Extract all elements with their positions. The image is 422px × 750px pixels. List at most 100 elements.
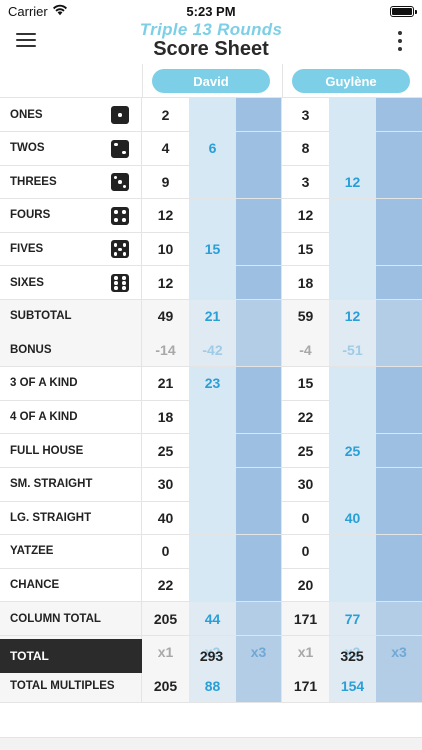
score-cell-david-round-2[interactable] — [189, 266, 236, 299]
score-cell-guylene-round-3[interactable] — [376, 165, 422, 199]
score-cell-guylene-round-2[interactable] — [329, 568, 376, 602]
score-cell-david-round-1[interactable]: 205 — [153, 677, 178, 694]
score-cell-david-round-2[interactable]: 23 — [189, 366, 236, 400]
player-tab-guylene[interactable]: Guylène — [292, 69, 410, 93]
score-cell-guylene-round-1[interactable]: 3 — [301, 173, 310, 190]
score-cell-guylene-round-1[interactable]: 59 — [297, 308, 314, 325]
score-cell-guylene-round-2[interactable]: 12 — [329, 165, 376, 199]
score-cell-david-round-3[interactable] — [236, 366, 282, 400]
hamburger-menu-icon[interactable] — [14, 30, 38, 50]
score-cell-guylene-round-1[interactable]: 0 — [301, 509, 310, 526]
score-cell-guylene-round-3[interactable] — [376, 232, 422, 266]
score-cell-guylene-round-1[interactable]: 15 — [297, 375, 314, 392]
score-cell-guylene-round-1[interactable]: 20 — [297, 576, 314, 593]
score-cell-david-round-1[interactable]: -14 — [155, 341, 176, 358]
score-cell-david-round-3[interactable] — [236, 434, 282, 467]
score-cell-guylene-round-2[interactable] — [329, 534, 376, 568]
score-cell-guylene-round-1[interactable]: 8 — [301, 140, 310, 157]
score-cell-david-round-2[interactable] — [189, 568, 236, 602]
score-cell-david-round-1[interactable]: 0 — [161, 543, 170, 560]
score-cell-david-round-3[interactable] — [236, 568, 282, 602]
score-cell-david-round-3[interactable] — [236, 232, 282, 266]
score-cell-david-round-2[interactable] — [189, 198, 236, 232]
score-cell-guylene-round-3[interactable] — [376, 98, 422, 131]
score-cell-david-round-2[interactable]: -42 — [189, 333, 236, 367]
score-cell-guylene-round-1[interactable]: 171 — [293, 610, 318, 627]
score-cell-david-round-2[interactable] — [189, 501, 236, 535]
score-cell-david-round-2[interactable] — [189, 165, 236, 199]
score-cell-guylene-round-1[interactable]: 18 — [297, 274, 314, 291]
score-cell-david-round-1[interactable]: 40 — [157, 509, 174, 526]
score-cell-david-round-2[interactable]: 15 — [189, 232, 236, 266]
score-cell-david-round-1[interactable]: 49 — [157, 308, 174, 325]
score-cell-guylene-round-3[interactable] — [376, 333, 422, 367]
score-cell-guylene-round-2[interactable]: 77 — [329, 602, 376, 635]
score-cell-david-round-3[interactable] — [236, 400, 282, 434]
score-cell-guylene-round-3[interactable] — [376, 198, 422, 232]
score-cell-david-round-1[interactable]: 22 — [157, 576, 174, 593]
more-options-icon[interactable] — [390, 28, 410, 54]
score-cell-guylene-round-3[interactable] — [376, 131, 422, 165]
player-tab-david[interactable]: David — [152, 69, 270, 93]
score-cell-david-round-3[interactable] — [236, 98, 282, 131]
score-cell-david-round-2[interactable]: 21 — [189, 299, 236, 333]
score-cell-guylene-round-3[interactable] — [376, 299, 422, 333]
score-cell-guylene-round-2[interactable] — [329, 131, 376, 165]
score-cell-guylene-round-2[interactable] — [329, 232, 376, 266]
score-cell-guylene-round-2[interactable]: 40 — [329, 501, 376, 535]
score-cell-david-round-2[interactable] — [189, 98, 236, 131]
score-cell-guylene-round-1[interactable]: 15 — [297, 240, 314, 257]
score-cell-guylene-round-3[interactable] — [376, 467, 422, 501]
score-cell-guylene-round-3[interactable] — [376, 434, 422, 467]
score-cell-guylene-round-3[interactable] — [376, 266, 422, 299]
score-cell-david-round-2[interactable]: 44 — [189, 602, 236, 635]
score-cell-david-round-1[interactable]: 4 — [161, 140, 170, 157]
score-cell-david-round-3[interactable] — [236, 131, 282, 165]
score-cell-guylene-round-2[interactable]: 12 — [329, 299, 376, 333]
score-cell-david-round-3[interactable] — [236, 266, 282, 299]
score-cell-david-round-3[interactable] — [236, 333, 282, 367]
score-cell-guylene-round-1[interactable]: 171 — [293, 677, 318, 694]
score-cell-david-round-1[interactable]: 12 — [157, 274, 174, 291]
score-cell-guylene-round-2[interactable]: 154 — [329, 669, 376, 703]
score-cell-david-round-2[interactable] — [189, 534, 236, 568]
score-cell-guylene-round-3[interactable] — [376, 568, 422, 602]
score-cell-guylene-round-3[interactable] — [376, 669, 422, 703]
score-cell-david-round-3[interactable] — [236, 501, 282, 535]
score-cell-guylene-round-2[interactable] — [329, 467, 376, 501]
score-cell-guylene-round-3[interactable] — [376, 501, 422, 535]
score-cell-david-round-1[interactable]: 12 — [157, 207, 174, 224]
score-cell-david-round-3[interactable] — [236, 467, 282, 501]
score-cell-david-round-1[interactable]: 2 — [161, 106, 170, 123]
score-cell-guylene-round-3[interactable] — [376, 366, 422, 400]
score-cell-david-round-3[interactable] — [236, 602, 282, 635]
score-cell-guylene-round-2[interactable] — [329, 98, 376, 131]
score-cell-david-round-3[interactable] — [236, 534, 282, 568]
score-cell-david-round-2[interactable] — [189, 400, 236, 434]
score-cell-guylene-round-2[interactable]: 25 — [329, 434, 376, 467]
score-cell-guylene-round-1[interactable]: 30 — [297, 476, 314, 493]
score-cell-david-round-2[interactable] — [189, 467, 236, 501]
score-cell-david-round-3[interactable] — [236, 165, 282, 199]
score-cell-david-round-3[interactable] — [236, 299, 282, 333]
score-cell-david-round-2[interactable] — [189, 434, 236, 467]
score-cell-guylene-round-1[interactable]: 12 — [297, 207, 314, 224]
score-cell-david-round-1[interactable]: 18 — [157, 408, 174, 425]
score-cell-guylene-round-1[interactable]: 22 — [297, 408, 314, 425]
score-cell-guylene-round-3[interactable] — [376, 400, 422, 434]
score-cell-david-round-1[interactable]: 10 — [157, 240, 174, 257]
score-cell-guylene-round-2[interactable] — [329, 400, 376, 434]
score-cell-guylene-round-2[interactable] — [329, 198, 376, 232]
score-cell-guylene-round-2[interactable] — [329, 266, 376, 299]
score-cell-david-round-1[interactable]: 21 — [157, 375, 174, 392]
score-cell-david-round-3[interactable] — [236, 669, 282, 703]
score-cell-guylene-round-1[interactable]: -4 — [299, 341, 312, 358]
score-cell-david-round-1[interactable]: 205 — [153, 610, 178, 627]
score-cell-david-round-3[interactable] — [236, 198, 282, 232]
score-cell-david-round-1[interactable]: 30 — [157, 476, 174, 493]
score-cell-david-round-2[interactable]: 88 — [189, 669, 236, 703]
score-cell-guylene-round-1[interactable]: 25 — [297, 442, 314, 459]
score-cell-guylene-round-2[interactable]: -51 — [329, 333, 376, 367]
score-cell-david-round-1[interactable]: 9 — [161, 173, 170, 190]
score-cell-guylene-round-3[interactable] — [376, 602, 422, 635]
